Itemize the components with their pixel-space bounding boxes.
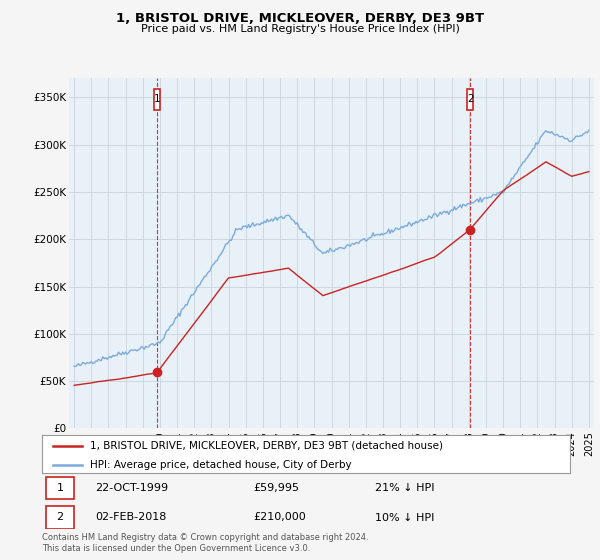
- Text: Price paid vs. HM Land Registry's House Price Index (HPI): Price paid vs. HM Land Registry's House …: [140, 24, 460, 34]
- FancyBboxPatch shape: [46, 477, 74, 499]
- Text: 10% ↓ HPI: 10% ↓ HPI: [374, 512, 434, 522]
- Text: 1: 1: [56, 483, 64, 493]
- Text: £210,000: £210,000: [253, 512, 306, 522]
- Text: HPI: Average price, detached house, City of Derby: HPI: Average price, detached house, City…: [89, 460, 351, 470]
- Text: 21% ↓ HPI: 21% ↓ HPI: [374, 483, 434, 493]
- Text: 02-FEB-2018: 02-FEB-2018: [95, 512, 166, 522]
- Text: 1: 1: [154, 94, 160, 104]
- Text: 2: 2: [56, 512, 64, 522]
- Text: 1, BRISTOL DRIVE, MICKLEOVER, DERBY, DE3 9BT: 1, BRISTOL DRIVE, MICKLEOVER, DERBY, DE3…: [116, 12, 484, 25]
- Text: 1, BRISTOL DRIVE, MICKLEOVER, DERBY, DE3 9BT (detached house): 1, BRISTOL DRIVE, MICKLEOVER, DERBY, DE3…: [89, 441, 443, 451]
- Text: £59,995: £59,995: [253, 483, 299, 493]
- Text: 22-OCT-1999: 22-OCT-1999: [95, 483, 168, 493]
- Bar: [154, 89, 160, 110]
- Bar: [467, 89, 473, 110]
- Text: Contains HM Land Registry data © Crown copyright and database right 2024.
This d: Contains HM Land Registry data © Crown c…: [42, 533, 368, 553]
- Text: 2: 2: [467, 94, 473, 104]
- FancyBboxPatch shape: [46, 506, 74, 529]
